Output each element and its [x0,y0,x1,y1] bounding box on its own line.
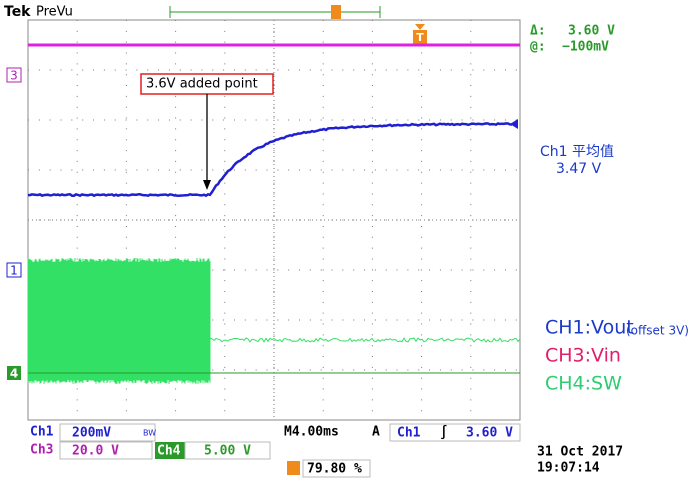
measurement-value: 3.47 V [556,161,602,177]
record-bar [169,6,381,18]
legend-ch1: CH1:Vout [545,317,634,339]
ch4-scale: 5.00 V [204,444,251,459]
trigger-pos-box [302,459,371,478]
trigger-box-status [389,423,521,442]
ch3-scale: 20.0 V [72,444,119,459]
time: 19:07:14 [537,461,600,476]
measurement-label: Ch1 平均值 [540,144,614,160]
date: 31 Oct 2017 [537,445,623,460]
cursor-at-label: @: [530,40,546,55]
acquisition: A [372,425,380,440]
trigger-source: Ch1 [397,426,421,441]
mode: PreVu [36,5,73,20]
graticule [28,20,520,420]
ch1-label: Ch1 [30,425,54,440]
ch4-label-box [155,442,185,459]
cursor-delta-label: Δ: [530,24,546,39]
trigger-position: 79.80 % [307,462,362,477]
cursor-at-value: −100mV [562,40,609,55]
ch1-scale-box [59,423,156,442]
cursor-delta-value: 3.60 V [568,24,615,39]
legend-ch1-note: (offset 3V) [626,324,689,338]
trigger-box [413,30,427,44]
trigger-pos-icon [331,5,341,19]
graticule-border [27,19,521,421]
trigger-marker: T [416,31,424,44]
ch1-marker-box [6,262,22,278]
brand: Tek [4,4,31,20]
legend-ch4: CH4:SW [545,373,622,395]
bw-limit: BW [143,429,156,438]
trigger-slope: ∫ [440,425,448,441]
ch4-marker: 4 [10,367,18,381]
ch1-scale: 200mV [72,426,111,441]
ch4-scale-box [184,441,271,460]
trigger-level: 3.60 V [466,426,513,441]
ch3-marker: 3 [10,69,18,83]
trigger-pos-icon-status [287,461,300,475]
ch1-ref-arrow [510,119,518,129]
annotation-arrowhead [203,180,211,190]
ch1-marker: 1 [10,264,18,278]
legend-ch3: CH3:Vin [545,345,621,367]
ch4-label: Ch4 [157,444,181,459]
ch3-marker-box [6,67,22,83]
ch4-marker-box [7,366,21,380]
timebase: M4.00ms [284,425,339,440]
ch4-trace [27,258,521,384]
ch3-label: Ch3 [30,443,53,458]
annotation: 3.6V added point [146,77,258,92]
trigger-arrow [415,24,425,30]
ch3-scale-box [59,441,153,460]
ch1-trace [27,122,513,198]
